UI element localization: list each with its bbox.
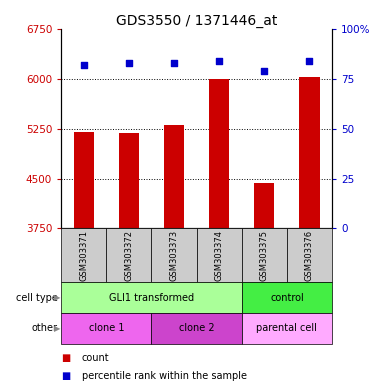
Text: ■: ■ — [61, 371, 70, 381]
Text: ▶: ▶ — [54, 324, 60, 333]
Bar — [299, 78, 320, 228]
Text: parental cell: parental cell — [256, 323, 317, 333]
Text: GSM303374: GSM303374 — [215, 230, 224, 281]
Bar — [119, 133, 139, 228]
Bar — [164, 125, 184, 228]
Text: count: count — [82, 353, 109, 363]
Text: percentile rank within the sample: percentile rank within the sample — [82, 371, 247, 381]
Text: GSM303376: GSM303376 — [305, 230, 314, 281]
Text: clone 2: clone 2 — [179, 323, 214, 333]
Text: GSM303375: GSM303375 — [260, 230, 269, 281]
Text: ▶: ▶ — [54, 293, 60, 302]
Point — [261, 68, 267, 74]
Bar — [209, 79, 229, 228]
Bar — [254, 183, 275, 228]
Title: GDS3550 / 1371446_at: GDS3550 / 1371446_at — [116, 14, 277, 28]
Point — [81, 62, 87, 68]
Text: GSM303371: GSM303371 — [79, 230, 88, 281]
Point — [216, 58, 222, 64]
Text: cell type: cell type — [16, 293, 58, 303]
Point — [306, 58, 312, 64]
Text: clone 1: clone 1 — [89, 323, 124, 333]
Text: other: other — [32, 323, 58, 333]
Text: GSM303372: GSM303372 — [124, 230, 134, 281]
Text: ■: ■ — [61, 353, 70, 363]
Point — [171, 60, 177, 66]
Bar — [73, 132, 94, 228]
Point — [126, 60, 132, 66]
Text: GSM303373: GSM303373 — [170, 230, 178, 281]
Text: control: control — [270, 293, 304, 303]
Text: GLI1 transformed: GLI1 transformed — [109, 293, 194, 303]
